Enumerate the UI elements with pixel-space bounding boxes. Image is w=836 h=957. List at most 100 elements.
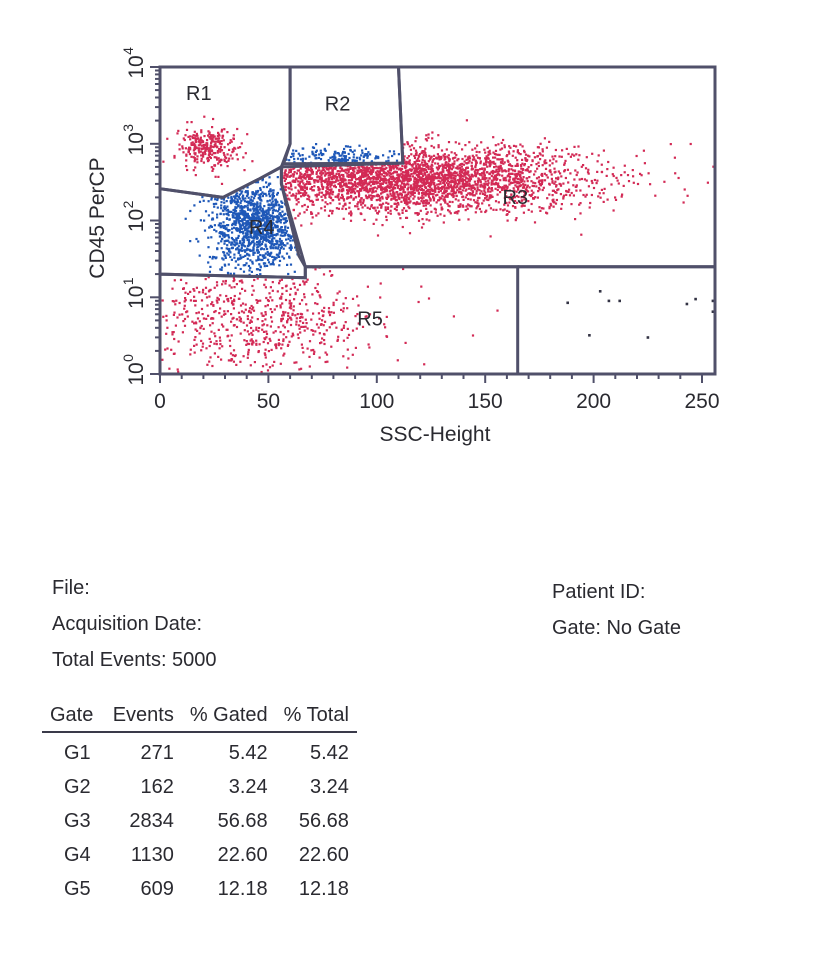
event-dot-g4 — [256, 240, 259, 244]
event-dot-g3 — [381, 186, 384, 189]
event-dot-g1 — [239, 146, 242, 149]
event-dot-g3 — [626, 174, 630, 177]
event-dot-g3 — [557, 188, 560, 191]
event-dot-g3 — [440, 187, 443, 190]
event-dot-g3 — [448, 192, 451, 195]
event-dot-g3 — [406, 141, 409, 144]
event-dot-g3 — [446, 173, 449, 177]
event-dot-g5 — [218, 312, 221, 315]
event-dot-g4 — [257, 224, 260, 227]
event-dot-g3 — [541, 148, 544, 151]
event-dot-g3 — [352, 198, 355, 201]
event-dot-g3 — [410, 164, 413, 167]
event-dot-g3 — [310, 212, 313, 215]
event-dot-g5 — [310, 349, 313, 352]
event-dot-g3 — [329, 196, 332, 199]
event-dot-g3 — [470, 161, 473, 164]
event-dot-g4 — [268, 254, 271, 257]
event-dot-g5 — [280, 278, 283, 281]
event-dot-g3 — [317, 186, 320, 189]
event-dot-g3 — [454, 141, 457, 144]
event-dot-g3 — [455, 166, 458, 170]
event-dot-g4 — [269, 199, 272, 202]
event-dot-g1 — [221, 134, 225, 137]
event-dot-g4 — [236, 217, 239, 220]
event-dot-g1 — [215, 137, 219, 140]
event-dot-g3 — [437, 199, 440, 202]
event-dot-g5 — [246, 315, 249, 318]
event-dot-g3 — [485, 198, 488, 201]
event-dot-g3 — [463, 174, 466, 177]
event-dot-g4 — [219, 226, 222, 229]
event-dot-g4 — [289, 236, 293, 239]
event-dot-g3 — [467, 171, 470, 174]
event-dot-g3 — [430, 166, 433, 170]
event-dot-g3 — [322, 186, 325, 189]
event-dot-g5 — [271, 299, 274, 302]
event-dot-g4 — [274, 243, 277, 246]
event-dot-g3 — [470, 185, 473, 188]
event-dot-g4 — [257, 255, 260, 258]
event-dot-g4 — [228, 241, 231, 244]
event-dot-g3 — [304, 186, 307, 189]
event-dot-g3 — [600, 163, 603, 166]
event-dot-g3 — [494, 183, 497, 186]
event-dot-g3 — [401, 176, 404, 179]
event-dot-g2 — [319, 158, 323, 161]
event-dot-g3 — [389, 185, 392, 189]
event-dot-g1 — [185, 154, 188, 157]
event-dot-g4 — [253, 194, 256, 197]
event-dot-g3 — [537, 180, 540, 184]
event-dot-g4 — [271, 206, 274, 209]
event-dot-g3 — [388, 174, 391, 177]
event-dot-g4 — [279, 218, 282, 221]
event-dot-g3 — [414, 212, 417, 215]
event-dot-g3 — [516, 151, 519, 154]
event-dot-g5 — [165, 314, 168, 317]
event-dot-g5 — [280, 295, 283, 298]
event-dot-g3 — [457, 205, 460, 208]
event-dot-g1 — [206, 160, 210, 163]
event-dot-g4 — [240, 205, 243, 208]
event-dot-g5 — [308, 340, 312, 343]
event-dot-g2 — [301, 154, 304, 157]
event-dot-g3 — [439, 213, 442, 216]
event-dot-g3 — [328, 165, 331, 169]
event-dot-g3 — [570, 203, 573, 206]
event-dot-g4 — [265, 226, 268, 229]
event-dot-g3 — [495, 178, 498, 181]
event-dot-g5 — [193, 322, 196, 325]
event-dot-g5 — [197, 311, 200, 314]
event-dot-g3 — [445, 164, 448, 167]
event-dot-g3 — [350, 178, 354, 181]
event-dot-g3 — [448, 181, 451, 184]
event-dot-g3 — [548, 193, 551, 196]
event-dot-g3 — [305, 208, 308, 211]
event-dot-g4 — [243, 214, 246, 217]
event-dot-g5 — [183, 324, 187, 327]
event-dot-g3 — [392, 166, 395, 169]
event-dot-g3 — [607, 160, 610, 164]
event-dot-g3 — [497, 201, 500, 204]
event-dot-g4 — [285, 252, 289, 255]
event-dot-g3 — [448, 164, 451, 167]
event-dot-g3 — [591, 152, 594, 155]
event-dot-g4 — [226, 205, 229, 208]
event-dot-g4 — [242, 244, 245, 247]
event-dot-g3 — [467, 161, 470, 164]
event-dot-g4 — [225, 209, 228, 212]
event-dot-g3 — [374, 167, 377, 170]
event-dot-g1 — [203, 135, 206, 138]
event-dot-g4 — [220, 247, 223, 250]
event-dot-g3 — [555, 185, 558, 188]
event-dot-g3 — [462, 205, 465, 208]
event-dot-g3 — [349, 167, 352, 170]
event-dot-g3 — [434, 211, 437, 214]
event-dot-g3 — [620, 174, 623, 177]
event-dot-g5 — [202, 317, 205, 320]
event-dot-g2 — [377, 155, 380, 158]
event-dot-g3 — [460, 165, 463, 168]
event-dot-g2 — [343, 147, 346, 151]
event-dot-g3 — [372, 190, 375, 193]
event-dot-g3 — [500, 188, 504, 191]
